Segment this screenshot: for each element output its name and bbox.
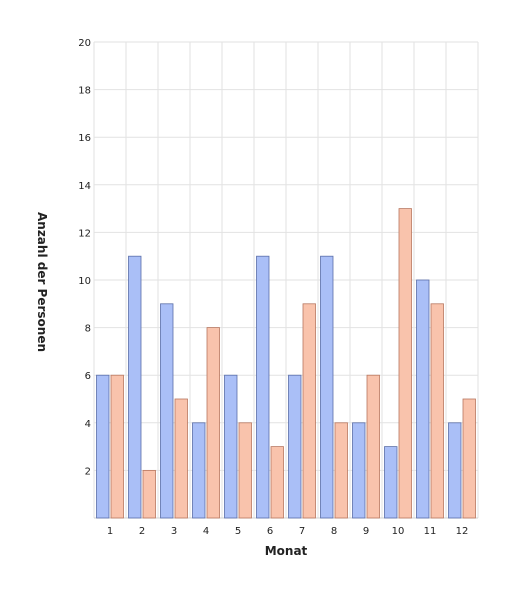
x-tick-label: 1 (107, 526, 113, 537)
bar (160, 303, 174, 519)
bar (96, 374, 110, 519)
x-tick-label: 3 (171, 526, 177, 537)
bar (462, 398, 476, 519)
x-tick-label: 11 (424, 526, 437, 537)
bar (174, 398, 188, 519)
x-tick-label: 5 (235, 526, 241, 537)
bar (384, 446, 398, 519)
y-tick-label: 2 (85, 466, 91, 477)
bar (142, 469, 156, 519)
bar (110, 374, 124, 519)
y-tick-labels: 2 4 6 8 10 12 14 16 18 20 (78, 38, 91, 477)
x-axis-title: Monat (265, 544, 308, 558)
y-tick-label: 6 (85, 371, 91, 382)
bar (430, 303, 444, 519)
y-tick-label: 20 (78, 38, 91, 49)
y-axis-title: Anzahl der Personen (35, 212, 49, 352)
bar (256, 255, 270, 519)
x-tick-label: 2 (139, 526, 145, 537)
bars (96, 208, 476, 519)
bar (288, 374, 302, 519)
x-tick-label: 4 (203, 526, 209, 537)
bar (448, 422, 462, 519)
bar (352, 422, 366, 519)
bar (128, 255, 142, 519)
bar (334, 422, 348, 519)
bar (416, 279, 430, 519)
x-tick-label: 6 (267, 526, 273, 537)
y-tick-label: 12 (78, 228, 91, 239)
bar (366, 374, 380, 519)
x-tick-label: 8 (331, 526, 337, 537)
bar (224, 374, 238, 519)
x-tick-label: 7 (299, 526, 305, 537)
x-tick-label: 9 (363, 526, 369, 537)
y-tick-label: 18 (78, 86, 91, 97)
y-tick-label: 10 (78, 276, 91, 287)
x-tick-label: 10 (392, 526, 405, 537)
y-tick-label: 4 (85, 419, 91, 430)
y-tick-label: 16 (78, 133, 91, 144)
bar (206, 327, 220, 519)
bar (270, 446, 284, 519)
bar (192, 422, 206, 519)
bar (320, 255, 334, 519)
gridlines (93, 41, 479, 519)
x-tick-labels: 1 2 3 4 5 6 7 8 9 10 11 12 (107, 526, 469, 537)
y-tick-label: 14 (78, 181, 91, 192)
y-tick-label: 8 (85, 324, 91, 335)
bar (302, 303, 316, 519)
x-tick-label: 12 (456, 526, 469, 537)
bar (398, 208, 412, 519)
bar (238, 422, 252, 519)
